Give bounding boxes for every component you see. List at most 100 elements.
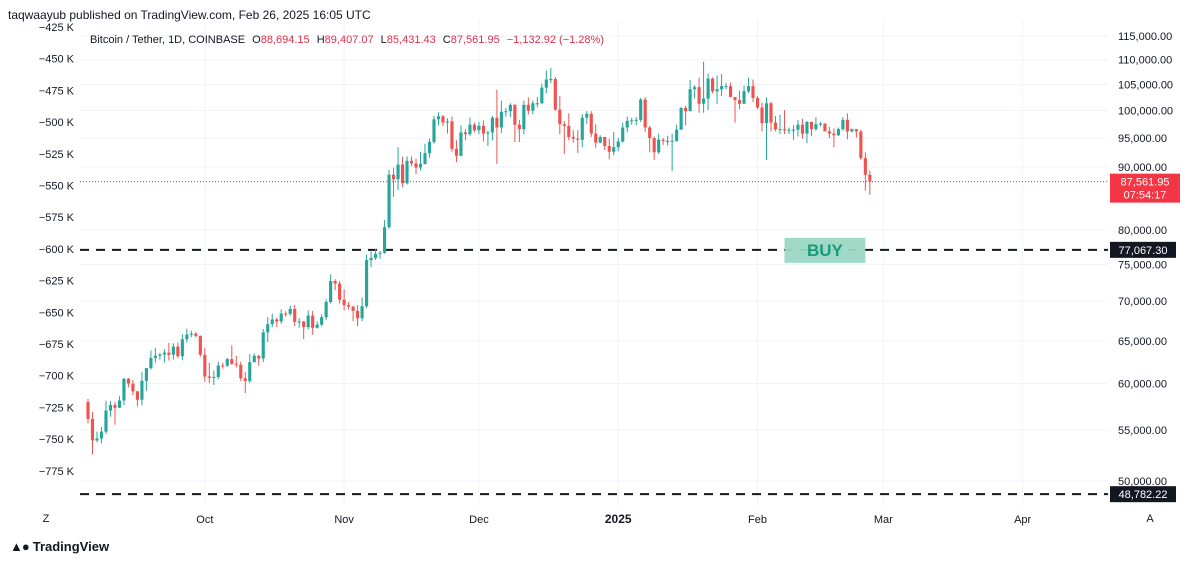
y-right-tick-label: 110,000.00	[1118, 55, 1172, 67]
candle-body	[171, 346, 175, 355]
y-right-tick-label: 75,000.00	[1118, 259, 1167, 271]
candle-body	[832, 133, 836, 136]
y-right-tick-label: 115,000.00	[1118, 31, 1172, 43]
candle-body	[135, 391, 139, 400]
candle-body	[836, 129, 840, 136]
candle-body	[728, 86, 733, 97]
y-left-tick-label: −625 K	[39, 276, 75, 288]
candle-body	[827, 131, 831, 134]
candle-body	[755, 97, 760, 108]
candle-body	[594, 133, 598, 143]
publisher-caption: taqwaayub published on TradingView.com, …	[8, 8, 371, 22]
candle-body	[293, 308, 297, 322]
candle-body	[657, 139, 661, 153]
candle-body	[526, 104, 530, 111]
candle-body	[666, 140, 670, 142]
candle-body	[490, 117, 494, 133]
candle-body	[571, 136, 575, 139]
candle-body	[311, 315, 315, 328]
x-tick-label: Apr	[1014, 514, 1031, 526]
candle-body	[652, 138, 656, 153]
candle-body	[800, 124, 805, 134]
candle-body	[329, 281, 333, 302]
candle-body	[230, 359, 234, 364]
candle-body	[297, 321, 301, 323]
candle-body	[441, 116, 445, 123]
low-value: 85,431.43	[386, 34, 436, 46]
high-value: 89,407.07	[324, 34, 374, 46]
level-tag	[1110, 486, 1176, 503]
y-left-tick-label: −675 K	[39, 339, 75, 351]
candle-body	[598, 136, 602, 143]
candle-body	[868, 174, 872, 182]
candle-body	[621, 127, 625, 142]
candle-body	[270, 319, 274, 325]
candle-body	[86, 401, 90, 419]
candle-body	[454, 148, 459, 156]
y-right-tick-label: 100,000.00	[1118, 106, 1173, 118]
candle-body	[746, 86, 751, 92]
candle-body	[306, 315, 310, 328]
buy-annotation-text: BUY	[807, 241, 844, 260]
candle-body	[153, 355, 157, 358]
candle-body	[409, 160, 414, 164]
candle-body	[773, 122, 778, 130]
candle-body	[589, 113, 593, 134]
high-label: H	[316, 34, 325, 46]
y-right-tick-label: 95,000.00	[1118, 133, 1167, 145]
candle-body	[203, 354, 207, 377]
candle-body	[405, 160, 409, 184]
symbol-name: Bitcoin / Tether, 1D, COINBASE	[90, 34, 246, 46]
candle-body	[176, 346, 180, 357]
candle-body	[814, 124, 818, 130]
candle-body	[445, 121, 450, 123]
y-left-tick-label: −550 K	[39, 181, 75, 193]
candle-body	[189, 333, 193, 335]
candle-body	[508, 104, 512, 112]
candle-body	[463, 132, 468, 135]
candle-body	[859, 131, 863, 159]
candle-body	[769, 103, 773, 123]
candle-body	[553, 79, 557, 110]
candle-body	[616, 141, 620, 148]
candle-body	[742, 91, 746, 104]
candle-body	[216, 365, 220, 377]
y-left-tick-label: −525 K	[39, 149, 75, 161]
candle-body	[185, 334, 189, 340]
candle-body	[427, 142, 432, 154]
candle-body	[302, 321, 306, 328]
last-price-label: 87,561.95	[1121, 177, 1170, 189]
candle-body	[158, 354, 162, 356]
candle-body	[782, 129, 787, 131]
candle-body	[841, 119, 845, 130]
candle-body	[140, 380, 144, 400]
candle-body	[818, 123, 822, 125]
candle-body	[95, 438, 99, 441]
candle-body	[585, 113, 589, 118]
candle-body	[630, 120, 634, 122]
low-label: L	[380, 34, 387, 46]
candle-body	[194, 333, 198, 336]
candle-body	[257, 355, 261, 359]
candle-body	[356, 310, 360, 319]
x-tick-label: Dec	[469, 514, 489, 526]
candle-body	[432, 119, 436, 143]
candle-body	[540, 87, 544, 104]
candle-body	[320, 317, 324, 325]
candle-body	[324, 301, 328, 318]
candle-body	[823, 123, 827, 132]
candle-body	[436, 116, 441, 120]
candle-body	[338, 283, 342, 300]
candle-body	[180, 339, 184, 357]
candle-body	[517, 124, 521, 130]
candle-body	[279, 313, 283, 322]
candle-body	[477, 125, 481, 131]
close-value: 87,561.95	[450, 34, 500, 46]
candle-body	[684, 108, 688, 112]
candle-body	[459, 132, 463, 156]
candle-body	[252, 355, 256, 363]
candle-body	[648, 127, 652, 139]
candle-body	[567, 125, 571, 137]
candle-body	[117, 400, 122, 408]
